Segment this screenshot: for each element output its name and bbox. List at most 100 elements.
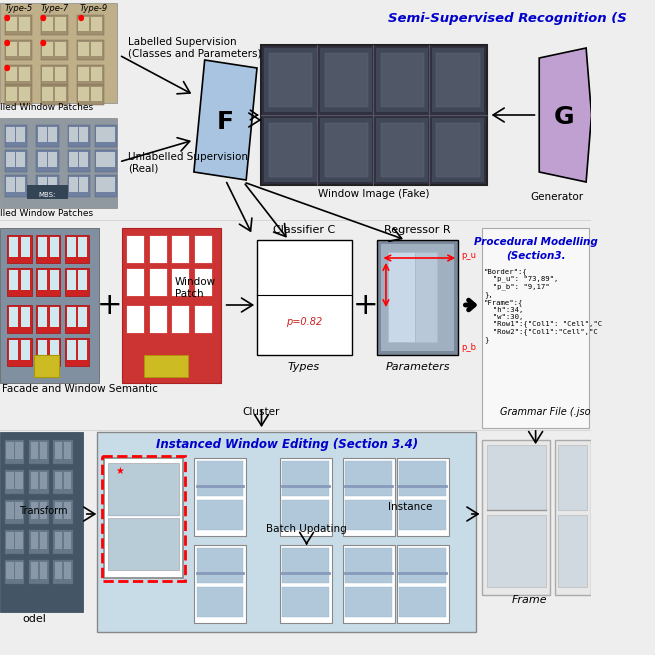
Bar xyxy=(95,150,117,172)
Bar xyxy=(21,270,29,290)
Bar xyxy=(7,442,14,459)
Bar xyxy=(64,502,71,519)
Bar xyxy=(79,340,88,360)
Bar xyxy=(172,235,189,263)
Bar xyxy=(55,532,62,549)
Bar xyxy=(55,562,62,579)
Bar xyxy=(91,67,102,81)
Bar xyxy=(9,237,18,257)
Bar xyxy=(36,125,58,147)
Bar xyxy=(108,463,179,515)
Bar xyxy=(31,442,38,459)
Bar xyxy=(149,305,167,333)
Bar xyxy=(325,53,368,107)
Bar xyxy=(5,125,27,147)
Bar xyxy=(21,307,29,327)
Bar xyxy=(40,472,47,489)
Bar xyxy=(36,305,60,333)
Bar xyxy=(31,562,38,579)
Bar xyxy=(264,48,316,112)
Bar xyxy=(7,42,17,56)
Bar xyxy=(36,268,60,296)
Bar xyxy=(172,268,189,296)
Bar xyxy=(282,587,329,617)
Bar xyxy=(34,355,58,377)
Bar xyxy=(64,562,71,579)
Bar xyxy=(194,458,246,536)
Text: Batch Updating: Batch Updating xyxy=(266,524,347,534)
Bar xyxy=(15,472,22,489)
Bar xyxy=(381,244,455,351)
Bar xyxy=(555,440,591,595)
Bar xyxy=(36,338,60,366)
Text: Parameters: Parameters xyxy=(385,362,450,372)
Bar xyxy=(487,515,546,587)
Bar xyxy=(38,152,47,167)
Bar xyxy=(558,445,587,510)
Bar xyxy=(96,152,105,167)
Bar xyxy=(40,532,47,549)
Bar xyxy=(432,118,484,182)
Bar xyxy=(15,502,22,519)
Bar xyxy=(325,123,368,177)
Bar xyxy=(38,237,47,257)
Bar xyxy=(79,307,88,327)
Bar xyxy=(5,560,24,584)
Bar xyxy=(19,17,29,31)
Bar xyxy=(41,15,67,35)
Bar xyxy=(79,152,88,167)
Bar xyxy=(0,228,99,383)
Bar xyxy=(172,305,189,333)
Bar xyxy=(41,85,67,105)
Bar xyxy=(269,123,312,177)
Text: Facade and Window Semantic: Facade and Window Semantic xyxy=(2,384,158,394)
Bar xyxy=(19,42,29,56)
Bar xyxy=(27,185,67,199)
Bar xyxy=(31,532,38,549)
Bar xyxy=(91,42,102,56)
Bar xyxy=(43,67,53,81)
Bar xyxy=(122,228,221,383)
Bar xyxy=(400,500,446,530)
Text: Grammar File (.jso: Grammar File (.jso xyxy=(500,407,591,417)
Bar xyxy=(5,175,27,197)
Bar xyxy=(16,127,26,142)
Bar xyxy=(65,305,89,333)
Bar xyxy=(16,152,26,167)
Bar xyxy=(436,123,479,177)
Bar xyxy=(55,42,66,56)
Bar xyxy=(79,177,88,192)
Circle shape xyxy=(79,16,83,20)
Bar xyxy=(79,17,89,31)
Bar xyxy=(5,440,24,464)
Bar xyxy=(320,118,373,182)
Text: +: + xyxy=(97,291,123,320)
Bar xyxy=(48,127,57,142)
Bar xyxy=(264,118,316,182)
Bar xyxy=(67,125,90,147)
Bar xyxy=(106,177,115,192)
Bar xyxy=(43,17,53,31)
Bar xyxy=(65,338,89,366)
Bar xyxy=(64,472,71,489)
Bar xyxy=(102,456,185,581)
Bar xyxy=(108,518,179,570)
Text: p_b: p_b xyxy=(462,343,477,352)
Bar xyxy=(50,307,58,327)
Text: Regressor R: Regressor R xyxy=(384,225,451,235)
Bar xyxy=(196,500,244,530)
Bar xyxy=(69,127,79,142)
Bar xyxy=(280,458,332,536)
Bar xyxy=(65,235,89,263)
Text: Types: Types xyxy=(288,362,320,372)
Text: Type-5: Type-5 xyxy=(5,4,33,13)
Text: lled Window Patches: lled Window Patches xyxy=(0,209,93,218)
Bar xyxy=(126,268,144,296)
Text: odel: odel xyxy=(22,614,47,624)
Bar xyxy=(377,240,458,355)
Bar xyxy=(7,235,31,263)
Text: Type-9: Type-9 xyxy=(79,4,107,13)
Bar xyxy=(400,548,446,583)
Bar xyxy=(67,340,76,360)
Circle shape xyxy=(5,41,9,45)
